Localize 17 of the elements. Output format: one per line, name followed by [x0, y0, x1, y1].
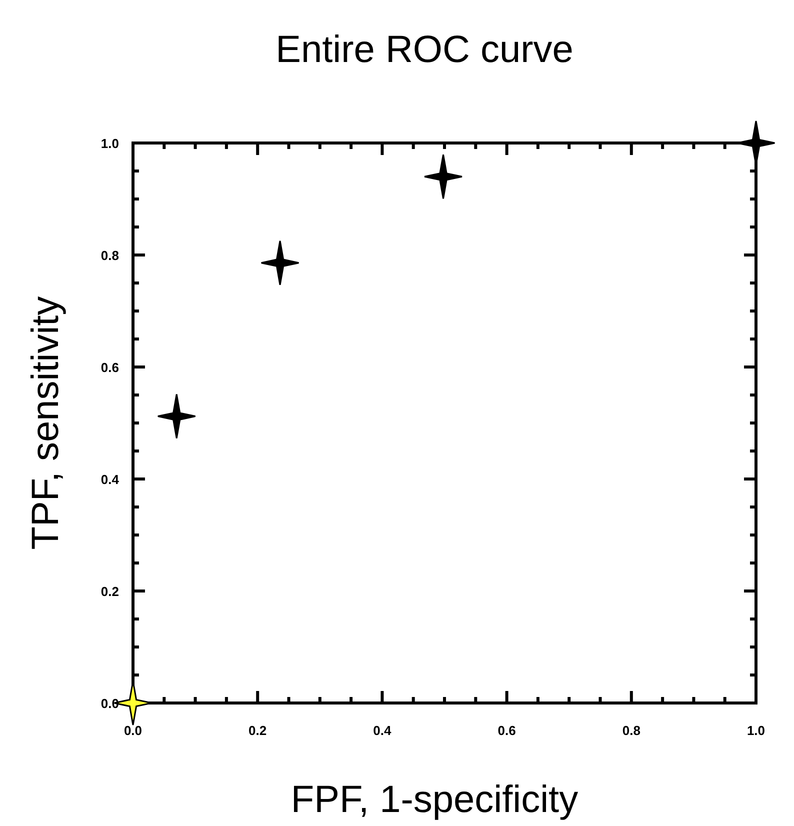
x-axis-title: FPF, 1-specificity	[290, 779, 578, 821]
y-tick-label: 0.2	[100, 584, 119, 599]
y-tick-label: 0.6	[100, 360, 119, 375]
x-tick-label: 0.4	[373, 723, 392, 738]
x-tick-label: 0.0	[124, 723, 142, 738]
point	[157, 394, 196, 440]
y-tick-label: 0.8	[100, 248, 119, 263]
y-tick-label: 0.4	[100, 472, 120, 487]
x-tick-label: 0.2	[248, 723, 267, 738]
x-tick-label: 0.6	[498, 723, 516, 738]
y-tick-label: 1.0	[100, 136, 119, 151]
point	[424, 154, 463, 200]
point	[260, 240, 300, 286]
x-tick-label: 1.0	[746, 723, 766, 738]
chart-title: Entire ROC curve	[276, 29, 574, 71]
x-tick-label: 0.8	[622, 723, 640, 738]
y-axis-title: TPF, sensitivity	[25, 296, 67, 550]
